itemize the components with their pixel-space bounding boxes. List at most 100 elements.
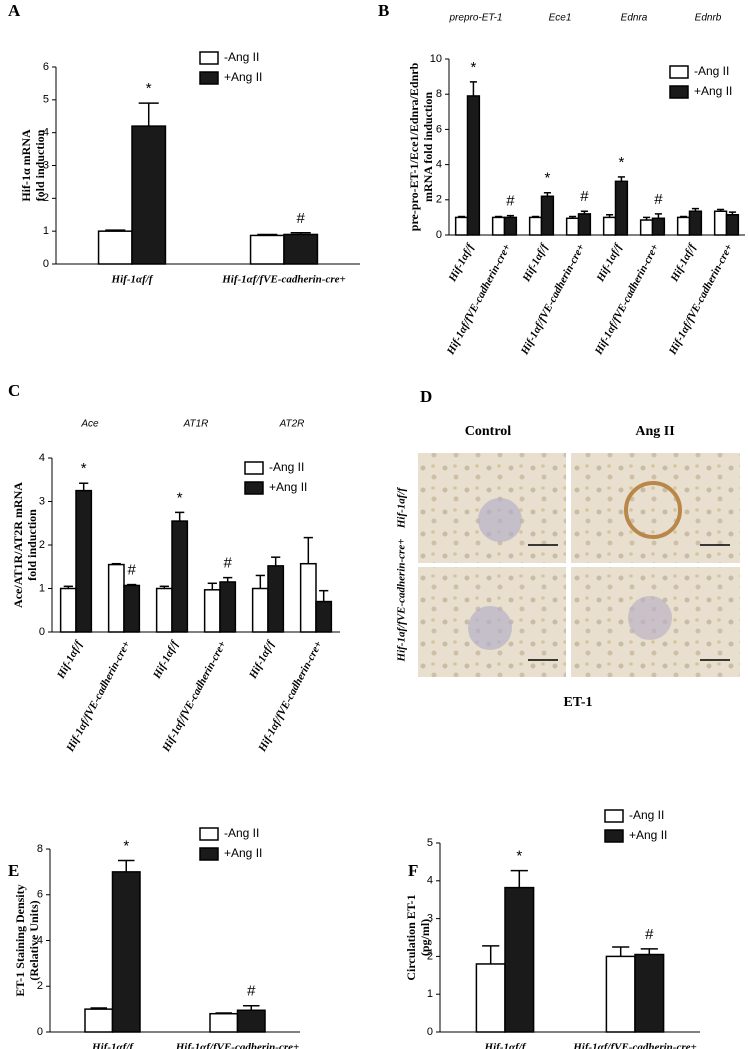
annotation: #	[247, 983, 256, 1000]
y-tick-label: 8	[436, 88, 442, 100]
y-tick-label: 1	[39, 582, 45, 594]
y-tick-label: 3	[43, 159, 49, 171]
bar	[171, 520, 189, 633]
bar	[107, 563, 125, 633]
y-tick-label: 5	[43, 94, 49, 106]
x-tick-label: Hif-1αf/f	[91, 1042, 134, 1049]
glomerulus	[624, 481, 682, 539]
bar	[466, 95, 481, 236]
annotation: #	[224, 555, 233, 572]
x-tick-label: Hif-1αf/fVE-cadherin-cre+	[666, 242, 735, 358]
legend-swatch	[199, 71, 219, 85]
bar	[315, 600, 333, 633]
y-tick-label: 0	[427, 1026, 433, 1038]
y-tick-label: 2	[436, 194, 442, 206]
bar	[209, 1012, 239, 1033]
bar	[111, 871, 141, 1033]
x-tick-label: Hif-1αf/f	[446, 241, 477, 285]
y-tick-label: 8	[37, 843, 43, 855]
y-tick-label: 2	[43, 192, 49, 204]
panel-label: F	[408, 861, 418, 880]
y-axis-label: ET-1 Staining Density	[13, 884, 27, 996]
y-tick-label: 2	[427, 950, 433, 962]
bar	[491, 216, 506, 236]
y-axis-label: Hif-1α mRNA	[19, 129, 33, 202]
row-heading: Hif-1af/fVE-cadherin-cre+	[396, 539, 408, 663]
y-tick-label: 4	[436, 159, 442, 171]
bar	[540, 195, 555, 236]
legend-label: -Ang II	[224, 826, 259, 840]
glomerulus	[478, 498, 522, 542]
legend-swatch	[669, 65, 689, 79]
bar	[528, 216, 543, 236]
annotation: *	[544, 170, 550, 187]
group-label: prepro-ET-1	[449, 13, 503, 24]
bar	[475, 963, 506, 1033]
y-tick-label: 2	[39, 539, 45, 551]
panel-label: E	[8, 861, 19, 880]
y-axis-label: fold induction	[25, 509, 39, 581]
y-tick-label: 6	[37, 889, 43, 901]
legend-swatch	[199, 847, 219, 861]
bar	[713, 210, 728, 236]
bar	[605, 955, 636, 1033]
annotation: *	[177, 489, 183, 506]
y-tick-label: 0	[43, 258, 49, 270]
bar	[283, 233, 319, 265]
bar	[614, 180, 629, 236]
y-axis-label: Circulation ET-1	[404, 894, 418, 980]
bar	[59, 587, 77, 633]
row-heading: Hif-1af/f	[396, 487, 408, 530]
legend-label: +Ang II	[694, 84, 732, 98]
annotation: *	[516, 848, 522, 865]
y-axis-label: Ace/AT1R/AT2R mRNA	[11, 482, 25, 608]
group-label: AT1R	[183, 419, 209, 430]
x-tick-label: Hif-1αf/f	[520, 241, 551, 285]
y-tick-label: 3	[427, 913, 433, 925]
bar	[688, 210, 703, 236]
group-label: Ace	[80, 419, 99, 430]
bar	[634, 953, 665, 1033]
y-tick-label: 1	[427, 988, 433, 1000]
annotation: *	[470, 59, 476, 76]
caption: ET-1	[563, 695, 592, 710]
bar	[577, 213, 592, 236]
legend-swatch	[199, 51, 219, 65]
column-heading: Ang II	[635, 424, 674, 439]
y-tick-label: 6	[43, 61, 49, 73]
annotation: #	[580, 188, 589, 205]
y-tick-label: 1	[43, 225, 49, 237]
y-tick-label: 2	[37, 980, 43, 992]
bar	[676, 216, 691, 236]
bar	[123, 584, 141, 633]
annotation: #	[645, 926, 654, 943]
bar	[299, 562, 317, 633]
bar	[97, 230, 133, 265]
bar	[503, 216, 518, 236]
x-tick-label: Hif-1αf/f	[594, 241, 625, 285]
y-tick-label: 3	[39, 495, 45, 507]
bar	[639, 219, 654, 236]
y-tick-label: 4	[37, 934, 43, 946]
panel-label: A	[8, 1, 21, 20]
x-tick-label: Hif-1αf/fVE-cadherin-cre+	[221, 274, 346, 286]
column-heading: Control	[465, 424, 512, 439]
legend-swatch	[604, 809, 624, 823]
bar	[504, 886, 535, 1033]
bar	[131, 125, 167, 265]
legend-label: +Ang II	[629, 828, 667, 842]
legend-label: +Ang II	[224, 846, 262, 860]
legend-swatch	[244, 461, 264, 475]
bar	[565, 217, 580, 236]
y-tick-label: 5	[427, 837, 433, 849]
legend-label: +Ang II	[269, 480, 307, 494]
y-axis-label: fold induction	[33, 129, 47, 201]
legend-swatch	[669, 85, 689, 99]
group-label: AT2R	[279, 419, 305, 430]
legend-swatch	[244, 481, 264, 495]
y-tick-label: 6	[436, 123, 442, 135]
bar	[75, 489, 93, 633]
x-tick-label: Hif-1αf/fVE-cadherin-cre+	[518, 242, 587, 358]
bar	[454, 216, 469, 236]
